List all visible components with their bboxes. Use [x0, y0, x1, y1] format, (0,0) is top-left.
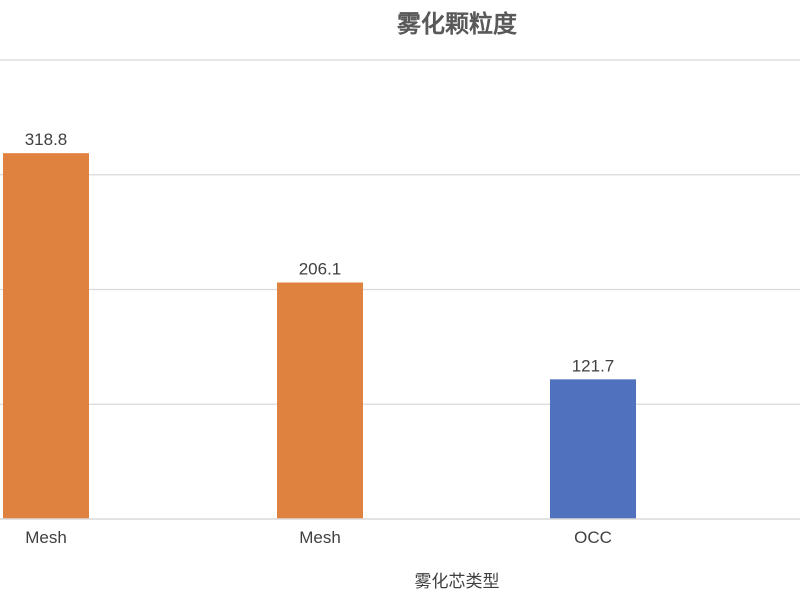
bar: [550, 379, 636, 519]
x-tick-label: OCC: [574, 528, 612, 547]
gridlines: [0, 59, 800, 405]
bars: [3, 153, 636, 519]
bar: [3, 153, 89, 519]
data-label: 318.8: [25, 130, 68, 149]
x-axis-label: 雾化芯类型: [415, 572, 500, 592]
chart-title: 雾化颗粒度: [397, 10, 518, 38]
x-tick-labels: Mesh Mesh OCC: [25, 528, 612, 547]
data-label: 206.1: [299, 260, 342, 279]
x-tick-label: Mesh: [299, 528, 341, 547]
data-labels: 318.8 206.1 121.7: [25, 130, 615, 375]
data-label: 121.7: [572, 356, 615, 375]
x-tick-label: Mesh: [25, 528, 67, 547]
bar: [277, 282, 363, 519]
